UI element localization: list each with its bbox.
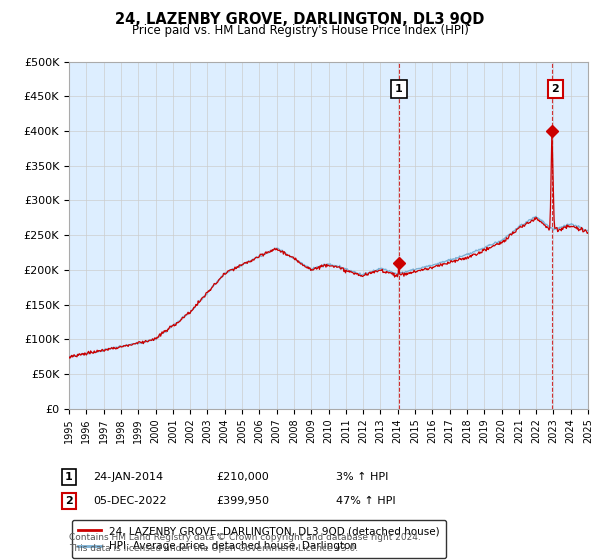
Text: £399,950: £399,950 bbox=[216, 496, 269, 506]
Text: 05-DEC-2022: 05-DEC-2022 bbox=[93, 496, 167, 506]
Text: 47% ↑ HPI: 47% ↑ HPI bbox=[336, 496, 395, 506]
Text: 1: 1 bbox=[395, 85, 403, 95]
Text: 2: 2 bbox=[551, 85, 559, 95]
Text: 24-JAN-2014: 24-JAN-2014 bbox=[93, 472, 163, 482]
Text: Contains HM Land Registry data © Crown copyright and database right 2024.
This d: Contains HM Land Registry data © Crown c… bbox=[69, 533, 421, 553]
Text: Price paid vs. HM Land Registry's House Price Index (HPI): Price paid vs. HM Land Registry's House … bbox=[131, 24, 469, 36]
Legend: 24, LAZENBY GROVE, DARLINGTON, DL3 9QD (detached house), HPI: Average price, det: 24, LAZENBY GROVE, DARLINGTON, DL3 9QD (… bbox=[71, 520, 446, 558]
Text: 24, LAZENBY GROVE, DARLINGTON, DL3 9QD: 24, LAZENBY GROVE, DARLINGTON, DL3 9QD bbox=[115, 12, 485, 27]
Text: 1: 1 bbox=[65, 472, 73, 482]
Text: £210,000: £210,000 bbox=[216, 472, 269, 482]
Text: 2: 2 bbox=[65, 496, 73, 506]
Text: 3% ↑ HPI: 3% ↑ HPI bbox=[336, 472, 388, 482]
